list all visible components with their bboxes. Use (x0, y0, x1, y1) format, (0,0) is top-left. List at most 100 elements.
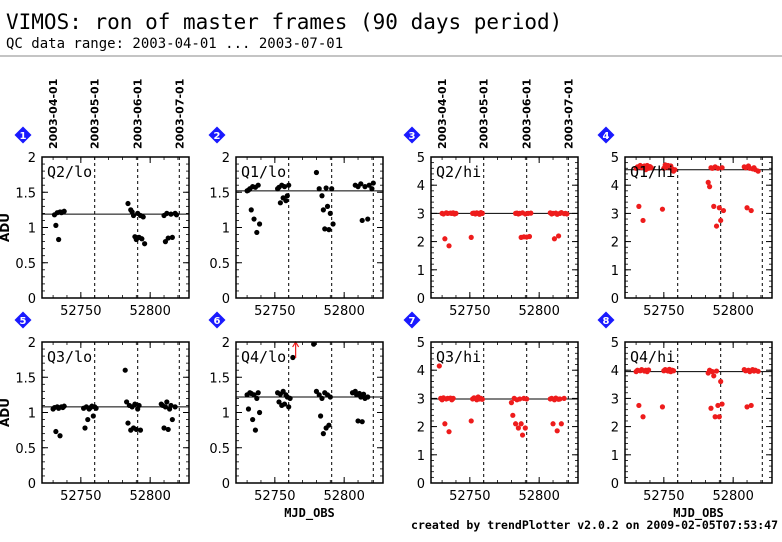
data-point (93, 405, 99, 411)
chart-panel-8: 0 1 2 3 4 5 52750 52800 Q4/hi 8 MJD_OBS (597, 311, 773, 521)
data-point (442, 421, 448, 427)
data-point (256, 409, 263, 416)
data-point (327, 210, 333, 216)
panel-label: Q2/lo (47, 163, 92, 181)
date-marker-label: 2003-06-01 (521, 79, 534, 149)
data-point (436, 363, 442, 369)
y-tick-label: 2 (417, 421, 425, 436)
badge-number: 1 (20, 131, 27, 142)
x-tick-label: 52800 (712, 304, 753, 319)
y-tick-label: 1 (417, 264, 425, 279)
data-point (324, 203, 331, 209)
data-point (705, 179, 711, 185)
plot-frame (430, 341, 579, 484)
data-point (122, 367, 128, 373)
chart-panel-1: 0 0.5 1 1.5 2 52750 52800 Q2/lo 1 ADU 2003-04-01 20… (0, 79, 190, 319)
y-tick-label: 2 (222, 151, 230, 166)
y-tick-label: 0.5 (209, 442, 230, 457)
data-point (672, 167, 678, 173)
data-point (358, 181, 364, 187)
data-point (142, 241, 148, 247)
y-tick-label: 2 (28, 336, 36, 351)
chart-panel-5: 0 0.5 1 1.5 2 52750 52800 Q3/lo 5 ADU (0, 311, 190, 504)
data-point (168, 211, 174, 217)
data-point (319, 193, 325, 199)
data-point (712, 414, 718, 420)
y-tick-label: 3 (417, 392, 425, 407)
date-marker-label: 2003-04-01 (47, 79, 60, 149)
data-point (718, 217, 724, 224)
badge-number: 2 (214, 131, 221, 142)
data-point (162, 404, 169, 410)
data-point (283, 198, 289, 204)
data-point (755, 168, 761, 174)
data-point (281, 401, 288, 407)
data-point (359, 217, 365, 224)
y-tick-label: 1.5 (209, 186, 230, 201)
data-point (168, 402, 174, 409)
y-tick-label: 1 (222, 407, 230, 422)
data-point (554, 428, 560, 434)
data-point (518, 421, 524, 427)
diamond-number-badge-icon (597, 311, 615, 329)
data-point (522, 425, 528, 431)
panel-label: Q2/hi (436, 163, 481, 181)
date-marker-label: 2003-07-01 (562, 79, 575, 149)
data-point (561, 395, 567, 401)
y-tick-label: 1 (28, 222, 36, 237)
data-point (636, 203, 642, 209)
data-point (251, 392, 257, 398)
data-point (551, 236, 558, 242)
figure-subtitle: QC data range: 2003-04-01 ... 2003-07-01 (6, 36, 343, 52)
diamond-number-badge-icon (403, 126, 421, 144)
y-tick-label: 2 (611, 421, 619, 436)
data-point (713, 223, 720, 229)
data-point (719, 401, 725, 407)
x-axis-label: MJD_OBS (284, 506, 335, 521)
data-point (326, 422, 332, 428)
data-point (256, 221, 263, 227)
diamond-number-badge-icon (597, 126, 615, 144)
data-point (57, 433, 63, 439)
data-point (248, 207, 254, 213)
data-point (173, 212, 180, 218)
data-point (524, 396, 530, 402)
data-point (720, 207, 727, 214)
data-point (286, 182, 292, 188)
y-tick-label: 0 (417, 477, 425, 492)
data-point (90, 413, 96, 419)
y-tick-label: 1 (222, 222, 230, 237)
data-point (526, 233, 533, 240)
data-point (716, 205, 722, 211)
x-tick-label: 52750 (60, 489, 101, 504)
data-point (366, 182, 372, 188)
data-point (711, 373, 717, 379)
data-point (555, 233, 562, 239)
data-point (319, 395, 325, 401)
data-point (748, 402, 754, 409)
x-tick-label: 52750 (643, 304, 684, 319)
x-tick-label: 52800 (518, 489, 559, 504)
data-point (719, 165, 725, 171)
panel-label: Q4/lo (241, 348, 286, 366)
data-point (744, 205, 750, 211)
badge-number: 4 (603, 131, 610, 142)
data-point (659, 404, 666, 410)
y-tick-label: 1 (611, 264, 619, 279)
data-point (137, 427, 144, 433)
plot-frame (430, 156, 579, 299)
data-point (169, 416, 175, 423)
data-point (61, 403, 67, 409)
y-tick-label: 0.5 (15, 257, 36, 272)
data-point (557, 396, 563, 402)
y-tick-label: 1 (611, 449, 619, 464)
data-point (317, 413, 324, 419)
data-point (748, 207, 754, 214)
data-point (670, 368, 677, 374)
y-tick-label: 5 (417, 151, 425, 166)
data-point (468, 234, 474, 240)
data-point (515, 425, 521, 431)
data-point (276, 399, 282, 405)
data-point (311, 341, 317, 347)
